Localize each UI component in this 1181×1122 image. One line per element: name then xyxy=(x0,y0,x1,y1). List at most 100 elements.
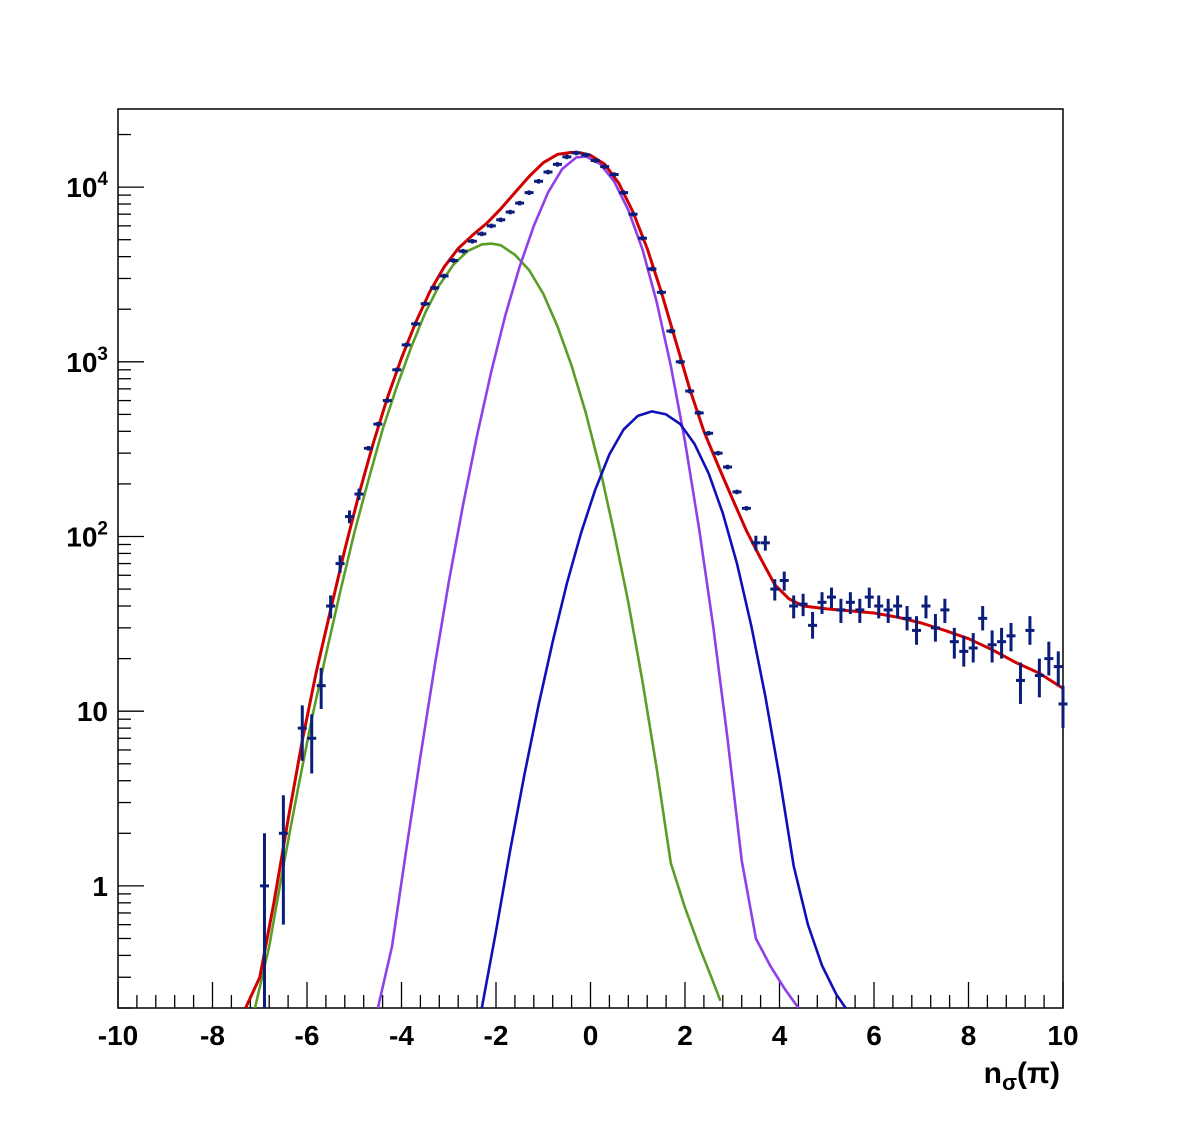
y-tick-label-exponent: 3 xyxy=(97,344,108,365)
data-point xyxy=(420,301,430,307)
green-fit-curve xyxy=(253,242,722,1008)
y-tick-label: 10 xyxy=(77,696,108,727)
data-point xyxy=(486,223,496,229)
data-point xyxy=(307,714,317,774)
data-point xyxy=(467,238,477,244)
data-point xyxy=(978,606,988,631)
data-point xyxy=(1006,622,1016,652)
y-tick-label-base: 1 xyxy=(92,871,108,902)
data-point xyxy=(411,321,421,327)
data-point xyxy=(619,190,629,195)
data-point xyxy=(902,606,912,631)
data-point xyxy=(524,190,534,195)
fit-curves xyxy=(244,150,1064,1008)
data-point xyxy=(1053,651,1063,686)
x-tick-label: 4 xyxy=(772,1020,788,1051)
y-tick-label-exponent: 4 xyxy=(97,169,108,190)
data-point xyxy=(505,209,515,215)
data-point xyxy=(874,595,884,619)
data-point xyxy=(439,273,449,279)
data-point xyxy=(968,633,978,663)
data-point xyxy=(609,172,619,177)
data-point xyxy=(515,200,525,206)
data-point xyxy=(864,587,874,608)
data-point xyxy=(458,248,468,254)
data-point xyxy=(826,587,836,608)
data-point xyxy=(704,431,714,436)
y-tick-label: 1 xyxy=(92,871,108,902)
data-point xyxy=(552,162,562,167)
x-tick-label: 6 xyxy=(866,1020,882,1051)
data-point xyxy=(590,158,600,163)
data-point xyxy=(855,598,865,623)
x-tick-label: 2 xyxy=(677,1020,693,1051)
data-point xyxy=(997,627,1007,659)
x-axis-title-base: n xyxy=(984,1057,1002,1090)
data-point xyxy=(959,635,969,667)
data-point xyxy=(836,598,846,623)
data-point xyxy=(741,506,751,511)
data-point xyxy=(675,359,685,365)
data-point xyxy=(1058,685,1068,729)
data-point xyxy=(637,235,647,241)
data-point xyxy=(382,398,392,403)
data-point xyxy=(534,179,544,184)
y-tick-label: 102 xyxy=(66,519,108,553)
data-point xyxy=(1044,641,1054,676)
data-point xyxy=(354,488,364,500)
y-tick-label-base: 10 xyxy=(66,522,97,553)
data-point xyxy=(817,592,827,615)
data-point xyxy=(930,614,940,642)
x-tick-label: -8 xyxy=(200,1020,225,1051)
data-point xyxy=(723,464,733,470)
data-point xyxy=(543,169,553,175)
x-axis-title: nσ(π) xyxy=(984,1057,1060,1095)
data-point xyxy=(297,705,307,761)
data-point xyxy=(373,421,383,427)
data-point xyxy=(685,388,695,394)
data-point xyxy=(760,535,770,551)
y-tick-label-base: 10 xyxy=(66,172,97,203)
data-point xyxy=(448,258,458,263)
y-tick-label-base: 10 xyxy=(77,696,108,727)
x-tick-label: 8 xyxy=(961,1020,977,1051)
x-tick-label: -2 xyxy=(484,1020,509,1051)
x-axis-title-rest: (π) xyxy=(1017,1057,1060,1090)
data-point xyxy=(363,446,373,451)
data-point xyxy=(770,579,780,601)
data-point xyxy=(921,595,931,619)
data-point xyxy=(1015,662,1025,704)
x-axis-title-sub: σ xyxy=(1002,1070,1017,1095)
y-tick-label: 104 xyxy=(66,169,108,203)
data-point xyxy=(562,154,572,160)
data-point xyxy=(1034,658,1044,698)
x-tick-label: -4 xyxy=(389,1020,414,1051)
data-point xyxy=(808,611,818,639)
plot-frame xyxy=(117,108,1064,1009)
data-point xyxy=(278,795,288,925)
y-tick-label-base: 10 xyxy=(66,347,97,378)
data-point xyxy=(751,535,761,551)
axis-ticks xyxy=(117,133,1064,1009)
data-point xyxy=(666,328,676,334)
data-point xyxy=(713,450,723,456)
data-point xyxy=(893,595,903,619)
data-point xyxy=(345,510,355,524)
data-point xyxy=(628,211,638,217)
y-tick-label-exponent: 2 xyxy=(97,519,108,540)
data-point xyxy=(647,266,657,272)
data-point xyxy=(496,217,506,223)
total-fit-curve xyxy=(244,150,1064,1008)
blue-fit-curve xyxy=(480,410,847,1008)
data-point xyxy=(940,598,950,623)
data-point xyxy=(392,367,402,373)
data-point xyxy=(430,285,440,291)
x-tick-label: 0 xyxy=(583,1020,599,1051)
data-point xyxy=(477,231,487,237)
data-point xyxy=(401,342,411,348)
data-point xyxy=(581,152,591,158)
data-point xyxy=(912,616,922,645)
x-tick-label: -6 xyxy=(295,1020,320,1051)
